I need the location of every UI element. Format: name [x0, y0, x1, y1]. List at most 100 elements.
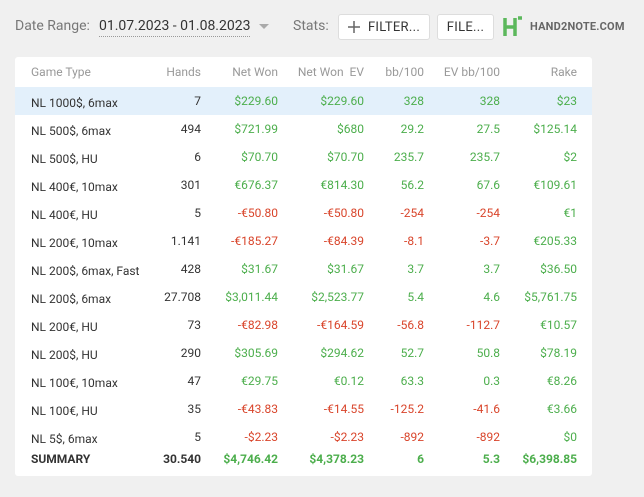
game-type: NL 500$, 6max: [31, 124, 112, 138]
table-cell: $0: [563, 430, 578, 444]
table-cell: $305.69: [234, 346, 278, 360]
table-cell: 7: [194, 94, 201, 108]
game-type: NL 200€, 10max: [31, 236, 118, 250]
stats-label: Stats:: [293, 18, 329, 34]
table-cell: 3.7: [407, 262, 424, 276]
table-cell: $229.60: [234, 94, 278, 108]
table-cell: -254: [400, 206, 424, 220]
table-cell: -€43.83: [237, 402, 278, 416]
table-cell: 5: [194, 430, 201, 444]
table-cell: -$2.23: [330, 430, 364, 444]
table-cell: 50.8: [476, 346, 500, 360]
column-header[interactable]: bb/100: [385, 65, 424, 79]
stats-table: Game Type Hands Net Won Net Won EV bb/100 EV …: [15, 57, 592, 476]
table-cell: 494: [180, 122, 201, 136]
table-cell: 3.7: [483, 262, 500, 276]
table-cell: 4.6: [483, 290, 500, 304]
table-cell: -892: [476, 430, 500, 444]
table-cell: $2,523.77: [311, 290, 364, 304]
column-header[interactable]: Net Won: [232, 65, 278, 79]
table-cell: $125.14: [533, 122, 577, 136]
table-cell: -8.1: [404, 234, 424, 248]
game-type: NL 400€, 10max: [31, 180, 118, 194]
table-cell: €29.75: [241, 374, 278, 388]
table-cell: 301: [180, 178, 201, 192]
table-cell: 235.7: [469, 150, 500, 164]
table-cell: 0.3: [483, 374, 500, 388]
logo-icon: [503, 16, 522, 36]
table-cell: -892: [400, 430, 424, 444]
logo-text: HAND2NOTE.COM: [530, 20, 625, 33]
game-type: NL 5$, 6max: [31, 432, 98, 446]
table-cell: $5,761.75: [524, 290, 577, 304]
game-type: NL 100€, 10max: [31, 376, 118, 390]
summary-cell: $4,746.42: [223, 452, 278, 466]
table-cell: 5.4: [407, 290, 424, 304]
game-type: NL 200€, HU: [31, 320, 98, 334]
column-header[interactable]: Rake: [550, 65, 577, 79]
table-cell: $23: [556, 94, 577, 108]
file-button-text: FILE...: [446, 19, 485, 35]
column-header[interactable]: Hands: [166, 65, 201, 79]
table-cell: -3.7: [480, 234, 500, 248]
summary-cell: $6,398.85: [522, 452, 577, 466]
table-cell: €3.66: [546, 402, 577, 416]
table-cell: -€50.80: [237, 206, 278, 220]
table-cell: $31.67: [327, 262, 364, 276]
game-type: NL 400€, HU: [31, 208, 98, 222]
table-cell: 6: [194, 150, 201, 164]
table-cell: 56.2: [400, 178, 424, 192]
column-header[interactable]: Game Type: [31, 65, 91, 79]
game-type: NL 200$, 6max, Fast: [31, 264, 140, 278]
column-header[interactable]: Net Won EV: [297, 65, 364, 79]
table-cell: 63.3: [400, 374, 424, 388]
filter-button-text: FILTER...: [367, 19, 421, 35]
table-cell: 235.7: [393, 150, 424, 164]
table-cell: 47: [187, 374, 202, 388]
table-cell: -41.6: [473, 402, 500, 416]
dropdown-caret[interactable]: [258, 23, 270, 31]
table-cell: €109.61: [533, 178, 577, 192]
summary-cell: 5.3: [482, 452, 500, 466]
summary-cell: $4,378.23: [309, 452, 364, 466]
summary-cell: 6: [417, 452, 424, 466]
table-cell: €0.12: [333, 374, 364, 388]
game-type: NL 200$, 6max: [31, 292, 112, 306]
file-button[interactable]: FILE...: [437, 14, 494, 40]
table-cell: -112.7: [466, 318, 500, 332]
table-cell: $70.70: [241, 150, 278, 164]
filter-button[interactable]: FILTER...: [338, 14, 430, 40]
table-cell: 290: [180, 346, 201, 360]
table-cell: 27.5: [476, 122, 500, 136]
date-range[interactable]: 01.07.2023 - 01.08.2023: [99, 18, 251, 37]
table-cell: $721.99: [234, 122, 278, 136]
table-cell: 29.2: [400, 122, 424, 136]
game-type: NL 500$, HU: [31, 152, 98, 166]
table-cell: $2: [563, 150, 578, 164]
table-cell: €676.37: [234, 178, 278, 192]
column-header[interactable]: EV bb/100: [443, 65, 500, 79]
table-cell: $31.67: [241, 262, 278, 276]
table-cell: €10.57: [540, 318, 577, 332]
table-cell: 1.141: [170, 234, 201, 248]
game-type: NL 200$, HU: [31, 348, 98, 362]
table-cell: -€84.39: [323, 234, 364, 248]
table-cell: 67.6: [476, 178, 500, 192]
table-cell: $680: [337, 122, 364, 136]
table-cell: $229.60: [320, 94, 364, 108]
table-cell: $78.19: [540, 346, 577, 360]
summary-cell: 30.540: [163, 452, 201, 466]
table-cell: 35: [187, 402, 202, 416]
table-cell: $3,011.44: [225, 290, 278, 304]
table-cell: 328: [403, 94, 424, 108]
table-cell: -€50.80: [323, 206, 364, 220]
table-cell: 27.708: [164, 290, 201, 304]
table-cell: -€164.59: [317, 318, 364, 332]
table-cell: -56.8: [397, 318, 424, 332]
table-cell: 52.7: [400, 346, 424, 360]
row-highlight: [15, 87, 592, 115]
summary-label: SUMMARY: [31, 452, 91, 466]
table-cell: -€185.27: [231, 234, 278, 248]
table-cell: -254: [476, 206, 500, 220]
